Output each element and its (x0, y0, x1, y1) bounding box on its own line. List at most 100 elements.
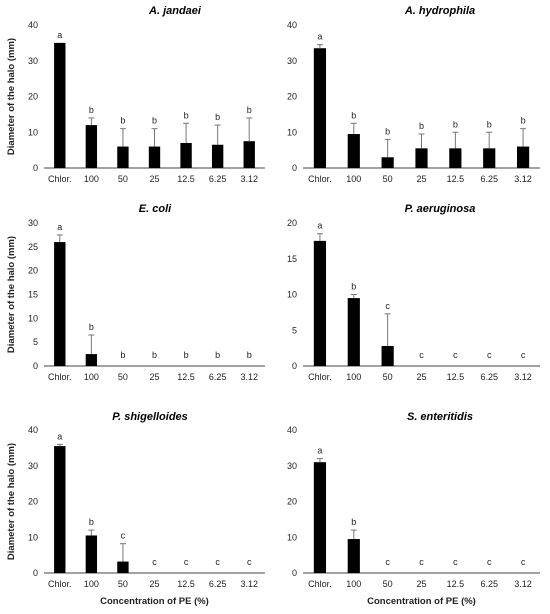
x-tick-label: 3.12 (514, 174, 532, 184)
bar (54, 42, 66, 168)
x-tick-label: 100 (84, 174, 99, 184)
significance-letter: a (317, 221, 322, 231)
y-tick-label: 30 (28, 461, 38, 471)
x-tick-label: 25 (149, 579, 159, 589)
y-tick-label: 40 (287, 20, 297, 30)
x-tick-label: 12.5 (177, 579, 195, 589)
y-axis-label: Diameter of the halo (mm) (6, 236, 17, 353)
chart-panel: P. aeruginosa 0 5 10 15 20 a Chlor. b 100 c 50 c 25 c 1… (287, 203, 540, 382)
chart-title: P. aeruginosa (405, 203, 476, 215)
significance-letter: c (487, 557, 492, 567)
y-tick-label: 20 (28, 92, 38, 102)
x-tick-label: 50 (383, 174, 393, 184)
x-tick-label: 100 (84, 579, 99, 589)
significance-letter: b (453, 119, 458, 129)
chart-title: A. hydrophila (404, 5, 475, 17)
bar (449, 148, 462, 168)
bar (381, 157, 394, 168)
x-tick-label: 50 (383, 579, 393, 589)
y-tick-label: 5 (292, 325, 297, 335)
x-tick-label: 6.25 (209, 579, 227, 589)
bar (483, 148, 496, 168)
bar (347, 298, 360, 366)
y-tick-label: 20 (28, 266, 38, 276)
x-tick-label: 12.5 (447, 579, 465, 589)
bar (54, 446, 66, 573)
x-tick-label: 12.5 (447, 174, 465, 184)
chart-panel: A. jandaei 0 10 20 30 40 a Chlor. b 100 b 50 b 25 b 12.… (6, 5, 265, 184)
significance-letter: b (351, 282, 356, 292)
y-tick-label: 40 (28, 20, 38, 30)
y-tick-label: 0 (292, 361, 297, 371)
y-tick-label: 0 (292, 568, 297, 578)
y-tick-label: 30 (28, 56, 38, 66)
y-tick-label: 30 (287, 461, 297, 471)
x-tick-label: 25 (149, 372, 159, 382)
x-tick-label: 6.25 (209, 372, 227, 382)
significance-letter: c (453, 350, 458, 360)
x-tick-label: 100 (346, 372, 361, 382)
x-tick-label: Chlor. (308, 579, 332, 589)
y-tick-label: 10 (287, 290, 297, 300)
y-tick-label: 20 (28, 497, 38, 507)
bar (117, 146, 129, 168)
significance-letter: b (215, 112, 220, 122)
bar (148, 146, 161, 168)
chart-title: A. jandaei (148, 5, 202, 17)
bar (85, 535, 98, 573)
significance-letter: b (385, 126, 390, 136)
y-tick-label: 0 (33, 163, 38, 173)
y-tick-label: 40 (287, 425, 297, 435)
significance-letter: b (351, 517, 356, 527)
bar (85, 354, 98, 366)
significance-letter: c (247, 557, 252, 567)
x-tick-label: 25 (416, 579, 426, 589)
x-tick-label: 50 (118, 174, 128, 184)
bar (54, 242, 66, 366)
y-tick-label: 10 (28, 127, 38, 137)
y-tick-label: 30 (287, 56, 297, 66)
significance-letter: a (57, 222, 62, 232)
y-tick-label: 15 (287, 254, 297, 264)
significance-letter: b (152, 116, 157, 126)
significance-letter: b (247, 350, 252, 360)
chart-title: P. shigelloides (112, 411, 188, 423)
x-tick-label: 6.25 (480, 579, 498, 589)
significance-letter: b (89, 517, 94, 527)
significance-letter: c (385, 301, 390, 311)
significance-letter: c (152, 557, 157, 567)
significance-letter: b (247, 105, 252, 115)
significance-letter: c (184, 557, 189, 567)
x-tick-label: Chlor. (308, 372, 332, 382)
x-tick-label: 6.25 (209, 174, 227, 184)
chart-title: E. coli (139, 203, 172, 215)
y-tick-label: 0 (33, 361, 38, 371)
bar (211, 144, 224, 168)
significance-letter: c (487, 350, 492, 360)
x-tick-label: 6.25 (480, 174, 498, 184)
x-tick-label: 3.12 (240, 579, 258, 589)
chart-panel: P. shigelloides 0 10 20 30 40 a Chlor. b 100 c 50 c 2… (6, 411, 265, 607)
x-tick-label: 25 (416, 174, 426, 184)
y-tick-label: 25 (28, 242, 38, 252)
y-tick-label: 15 (28, 290, 38, 300)
y-tick-label: 10 (287, 532, 297, 542)
bar (381, 345, 394, 366)
x-tick-label: 12.5 (447, 372, 465, 382)
y-tick-label: 40 (28, 425, 38, 435)
significance-letter: a (57, 431, 62, 441)
y-tick-label: 30 (28, 218, 38, 228)
significance-letter: b (89, 322, 94, 332)
x-tick-label: 50 (118, 579, 128, 589)
significance-letter: b (521, 116, 526, 126)
bar (516, 146, 530, 168)
bar (415, 148, 428, 168)
x-tick-label: 50 (118, 372, 128, 382)
x-tick-label: 25 (149, 174, 159, 184)
chart-panel: A. hydrophila 0 10 20 30 40 a Chlor. b 100 b 50 b 25 b… (287, 5, 540, 184)
x-axis-label: Concentration of PE (%) (367, 596, 476, 607)
y-tick-label: 5 (33, 337, 38, 347)
y-tick-label: 10 (28, 313, 38, 323)
